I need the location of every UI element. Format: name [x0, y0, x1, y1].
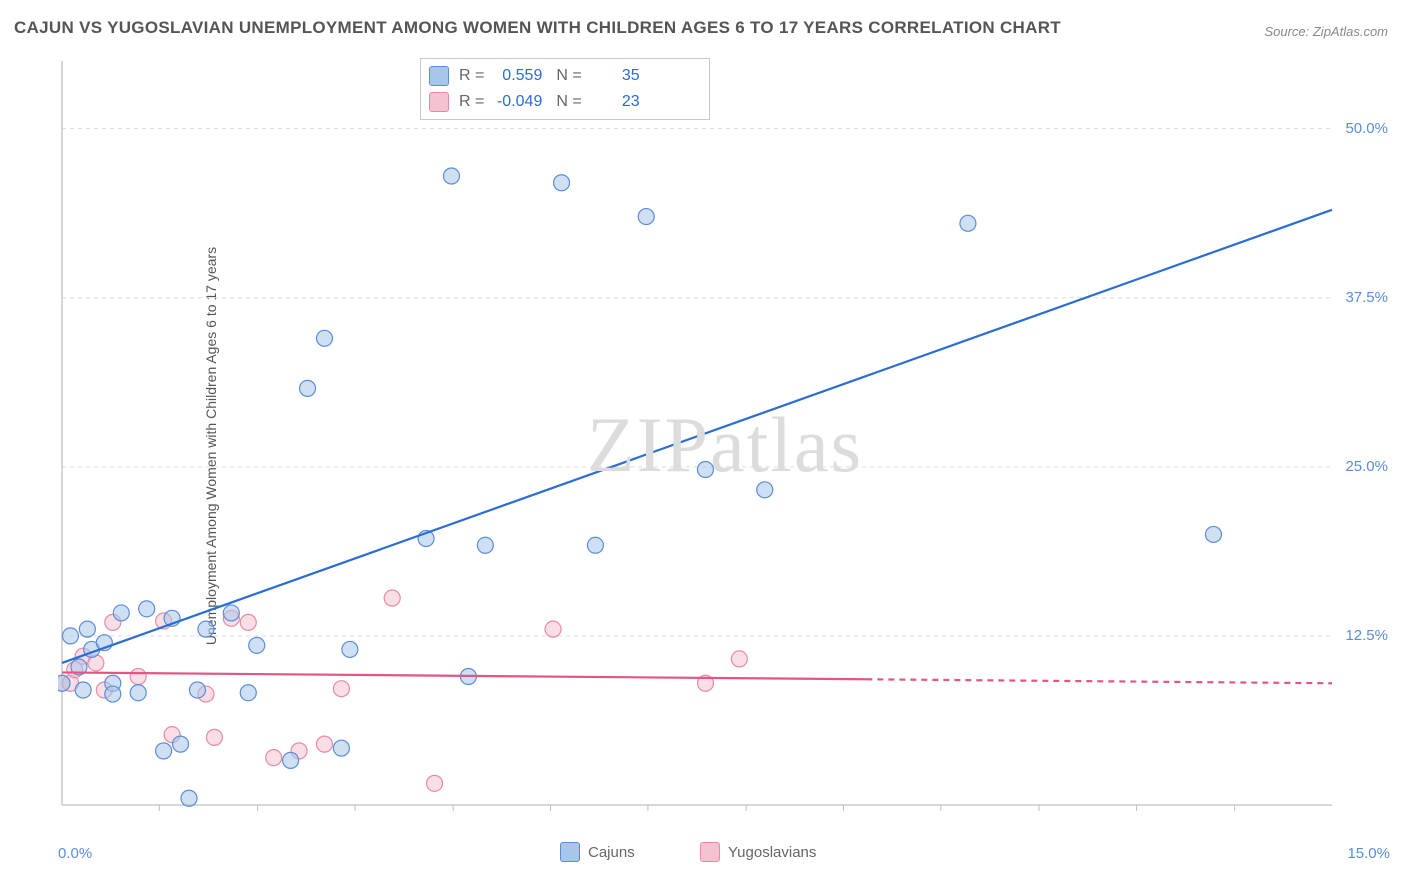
legend-label-cajuns: Cajuns [588, 844, 635, 861]
chart-area: ZIPatlas [58, 55, 1392, 835]
r-label: R = [459, 67, 484, 85]
y-tick-label: 50.0% [1345, 120, 1388, 137]
legend-swatch-yugoslavians [700, 842, 720, 862]
source-label: Source: ZipAtlas.com [1264, 24, 1388, 39]
correlation-stats-box: R = 0.559 N = 35 R = -0.049 N = 23 [420, 58, 710, 120]
n-value-yugoslavians: 23 [586, 93, 640, 111]
x-tick-min: 0.0% [58, 845, 92, 862]
chart-title: CAJUN VS YUGOSLAVIAN UNEMPLOYMENT AMONG … [14, 18, 1061, 38]
n-label: N = [556, 67, 581, 85]
n-value-cajuns: 35 [586, 67, 640, 85]
y-tick-label: 25.0% [1345, 458, 1388, 475]
r-value-yugoslavians: -0.049 [488, 93, 542, 111]
y-tick-label: 12.5% [1345, 627, 1388, 644]
r-label: R = [459, 93, 484, 111]
stats-row-yugoslavians: R = -0.049 N = 23 [429, 89, 701, 115]
swatch-yugoslavians [429, 92, 449, 112]
chart-container: CAJUN VS YUGOSLAVIAN UNEMPLOYMENT AMONG … [0, 0, 1406, 892]
legend-label-yugoslavians: Yugoslavians [728, 844, 816, 861]
legend-yugoslavians: Yugoslavians [700, 842, 816, 862]
legend-cajuns: Cajuns [560, 842, 635, 862]
y-tick-label: 37.5% [1345, 289, 1388, 306]
stats-row-cajuns: R = 0.559 N = 35 [429, 63, 701, 89]
n-label: N = [556, 93, 581, 111]
r-value-cajuns: 0.559 [488, 67, 542, 85]
legend-swatch-cajuns [560, 842, 580, 862]
scatter-plot [58, 55, 1392, 835]
x-tick-max: 15.0% [1347, 845, 1390, 862]
swatch-cajuns [429, 66, 449, 86]
